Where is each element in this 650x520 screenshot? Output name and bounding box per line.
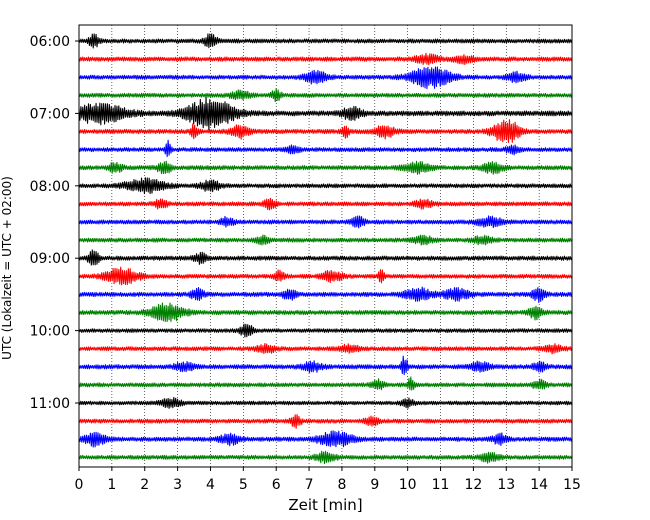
trace-0815 [78, 197, 573, 211]
y-tick-label: 10:00 [30, 324, 70, 340]
trace-1100 [78, 396, 573, 409]
x-tick-label: 12 [464, 477, 482, 493]
trace-group [78, 33, 573, 465]
trace-1015 [78, 342, 573, 355]
x-tick-label: 10 [399, 477, 417, 493]
y-tick-label: 08:00 [30, 179, 70, 195]
trace-1030 [78, 355, 573, 375]
trace-1115 [78, 414, 573, 429]
x-tick-label: 8 [337, 477, 346, 493]
trace-0915 [78, 266, 573, 286]
y-tick-label: 07:00 [30, 106, 70, 122]
trace-1000 [78, 323, 573, 338]
trace-0715 [78, 119, 573, 144]
x-tick-label: 13 [497, 477, 515, 493]
trace-0830 [78, 215, 573, 229]
y-tick-label: 11:00 [30, 396, 70, 412]
x-tick-label: 14 [530, 477, 548, 493]
trace-0615 [78, 52, 573, 66]
x-tick-label: 4 [206, 477, 215, 493]
trace-0645 [78, 87, 573, 103]
x-axis-label: Zeit [min] [288, 496, 362, 514]
trace-0630 [78, 66, 573, 90]
x-tick-label: 11 [432, 477, 450, 493]
trace-0930 [78, 286, 573, 303]
x-tick-label: 7 [305, 477, 314, 493]
trace-1130 [78, 430, 573, 448]
x-tick-label: 3 [173, 477, 182, 493]
x-tick-label: 15 [563, 477, 581, 493]
x-tick-label: 9 [370, 477, 379, 493]
x-axis-ticks: 0 1 2 3 4 5 6 7 8 9 10 11 12 13 14 15 [75, 467, 581, 493]
x-tick-label: 0 [75, 477, 84, 493]
trace-1145 [78, 450, 573, 465]
x-tick-label: 1 [107, 477, 116, 493]
x-tick-label: 5 [239, 477, 248, 493]
trace-1045 [78, 376, 573, 391]
x-tick-label: 2 [140, 477, 149, 493]
y-tick-label: 09:00 [30, 251, 70, 267]
trace-0945 [78, 302, 573, 323]
trace-0730 [78, 139, 573, 158]
trace-0600 [78, 33, 573, 49]
trace-0800 [78, 177, 573, 195]
trace-0700 [78, 97, 573, 131]
trace-0745 [78, 160, 573, 175]
plot-frame [78, 24, 573, 468]
trace-0900 [78, 249, 573, 266]
y-tick-label: 06:00 [30, 34, 70, 50]
y-axis-label: UTC (Lokalzeit = UTC + 02:00) [0, 176, 14, 360]
y-axis-ticks: 06:00 07:00 08:00 09:00 10:00 11:00 [30, 34, 79, 412]
x-tick-label: 6 [272, 477, 281, 493]
trace-0845 [78, 234, 573, 246]
